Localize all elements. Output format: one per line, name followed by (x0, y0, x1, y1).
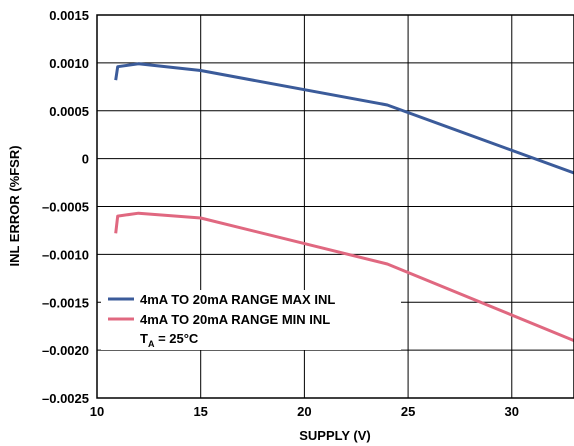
x-tick-label-3: 25 (401, 404, 415, 419)
y-tick-label-6: –0.0015 (42, 295, 89, 310)
y-tick-label-5: –0.0010 (42, 247, 89, 262)
y-tick-labels: 0.0015 0.0010 0.0005 0 –0.0005 –0.0010 –0.0015… (42, 8, 89, 406)
legend-label-min-inl: 4mA TO 20mA RANGE MIN INL (140, 312, 330, 327)
temperature-annotation-rest: = 25°C (154, 331, 198, 346)
series-line-0 (114, 62, 574, 175)
y-tick-label-2: 0.0005 (49, 104, 89, 119)
x-axis-title: SUPPLY (V) (299, 428, 371, 443)
y-tick-label-3: 0 (82, 152, 89, 167)
y-tick-label-7: –0.0020 (42, 343, 89, 358)
x-tick-label-0: 10 (90, 404, 104, 419)
temperature-annotation-sub: A (148, 339, 155, 349)
legend: 4mA TO 20mA RANGE MAX INL 4mA TO 20mA RA… (101, 290, 401, 350)
x-tick-label-4: 30 (505, 404, 519, 419)
legend-label-max-inl: 4mA TO 20mA RANGE MAX INL (140, 292, 335, 307)
x-tick-label-2: 20 (297, 404, 311, 419)
plot-frame (96, 14, 574, 399)
y-tick-label-1: 0.0010 (49, 56, 89, 71)
x-tick-label-1: 15 (193, 404, 207, 419)
series-line-1 (114, 211, 574, 342)
y-tick-label-4: –0.0005 (42, 200, 89, 215)
temperature-annotation: TA = 25°C (140, 331, 199, 349)
y-tick-label-8: –0.0025 (42, 391, 89, 406)
series-lines (114, 62, 574, 342)
x-tick-labels: 10 15 20 25 30 (90, 404, 519, 419)
y-tick-label-0: 0.0015 (49, 8, 89, 23)
y-axis-title: INL ERROR (%FSR) (7, 145, 22, 266)
temperature-annotation-main: T (140, 331, 148, 346)
legend-background (101, 290, 401, 350)
